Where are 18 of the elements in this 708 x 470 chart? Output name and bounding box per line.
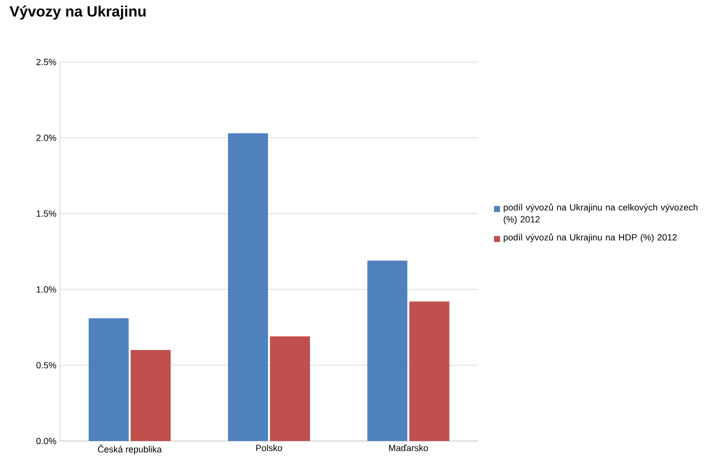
- x-tick-label: Polsko: [256, 444, 282, 452]
- bar: [270, 336, 310, 441]
- y-tick-label: 0.5%: [36, 362, 56, 368]
- y-tick-label: 2.0%: [36, 134, 56, 141]
- bar: [367, 260, 408, 441]
- y-tick-label: 1.0%: [36, 286, 56, 293]
- legend-label: podíl vývozů na Ukrajinu na HDP (%) 2012: [504, 233, 677, 242]
- x-tick-label: Česká republika: [98, 444, 162, 454]
- y-tick-label: 0.0%: [36, 438, 56, 444]
- chart-title: Vývozy na Ukrajinu: [10, 6, 146, 20]
- y-tick-label: 1.5%: [36, 210, 56, 217]
- bar: [409, 302, 450, 441]
- x-tick-label: Maďarsko: [389, 444, 428, 452]
- bar: [130, 350, 171, 441]
- legend-label: podíl vývozů na Ukrajinu na celkových vývozech (%) 2012: [504, 203, 698, 224]
- bar: [88, 318, 129, 441]
- bar: [228, 133, 268, 441]
- y-tick-label: 2.5%: [36, 58, 56, 66]
